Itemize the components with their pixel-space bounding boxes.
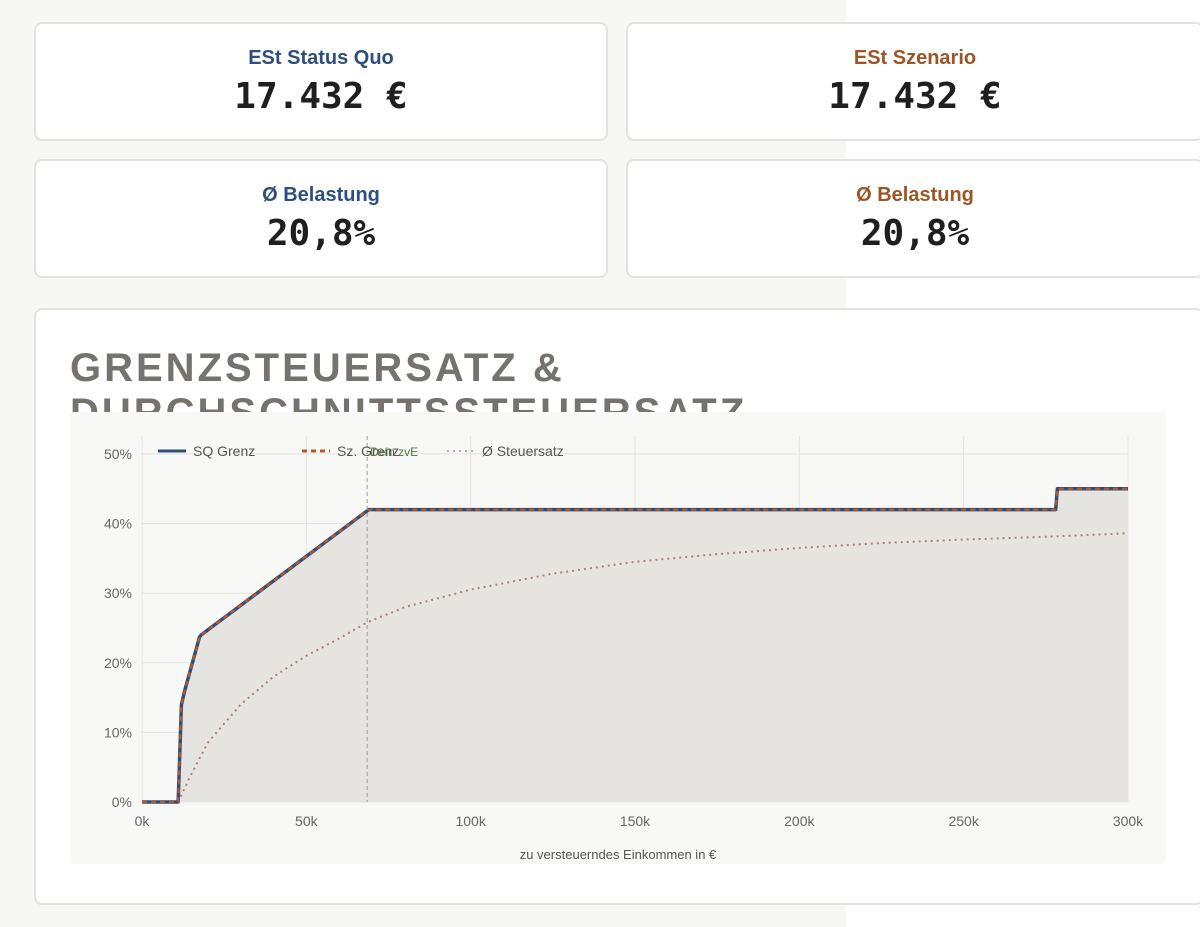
x-tick-label: 150k xyxy=(620,813,651,829)
x-tick-label: 50k xyxy=(295,813,319,829)
y-tick-label: 30% xyxy=(104,585,132,601)
x-tick-label: 200k xyxy=(784,813,815,829)
y-tick-label: 10% xyxy=(104,724,132,740)
series-line-sz-grenz xyxy=(142,487,1128,804)
y-tick-label: 40% xyxy=(104,516,132,532)
legend-label: SQ Grenz xyxy=(193,443,255,459)
x-tick-label: 100k xyxy=(455,813,486,829)
kpi-card-belastung-status-quo: Ø Belastung 20,8% xyxy=(34,159,608,278)
x-tick-label: 250k xyxy=(948,813,979,829)
chart-card: GRENZSTEUERSATZ & DURCHSCHNITTSSTEUERSAT… xyxy=(34,308,1200,905)
kpi-label: ESt Szenario xyxy=(853,47,977,69)
legend-label: Sz. Grenz xyxy=(337,443,399,459)
x-tick-label: 300k xyxy=(1113,813,1144,829)
kpi-card-belastung-szenario: Ø Belastung 20,8% xyxy=(626,159,1200,278)
y-tick-label: 50% xyxy=(104,446,132,462)
kpi-value: 20,8% xyxy=(266,213,376,254)
legend-label: Ø Steuersatz xyxy=(482,443,564,459)
kpi-label: Ø Belastung xyxy=(856,184,974,206)
kpi-value: 20,8% xyxy=(860,213,970,254)
income-marker-label: Dein zvE xyxy=(370,445,418,459)
kpi-value: 17.432 € xyxy=(828,76,1002,117)
y-tick-label: 0% xyxy=(112,794,132,810)
kpi-label: Ø Belastung xyxy=(262,184,380,206)
marginal-rate-fill xyxy=(142,488,1128,802)
tax-rate-chart: Dein zvE 0% 10% 20% 30% 40% 50% 0k 50k 100k 150k 2… xyxy=(70,412,1166,864)
y-tick-label: 20% xyxy=(104,655,132,671)
kpi-card-est-szenario: ESt Szenario 17.432 € xyxy=(626,22,1200,141)
series-line-steuersatz xyxy=(177,532,1129,803)
kpi-value: 17.432 € xyxy=(234,76,408,117)
kpi-card-est-status-quo: ESt Status Quo 17.432 € xyxy=(34,22,608,141)
kpi-label: ESt Status Quo xyxy=(248,47,394,69)
x-tick-label: 0k xyxy=(135,813,151,829)
x-axis-label: zu versteuerndes Einkommen in € xyxy=(520,847,717,862)
